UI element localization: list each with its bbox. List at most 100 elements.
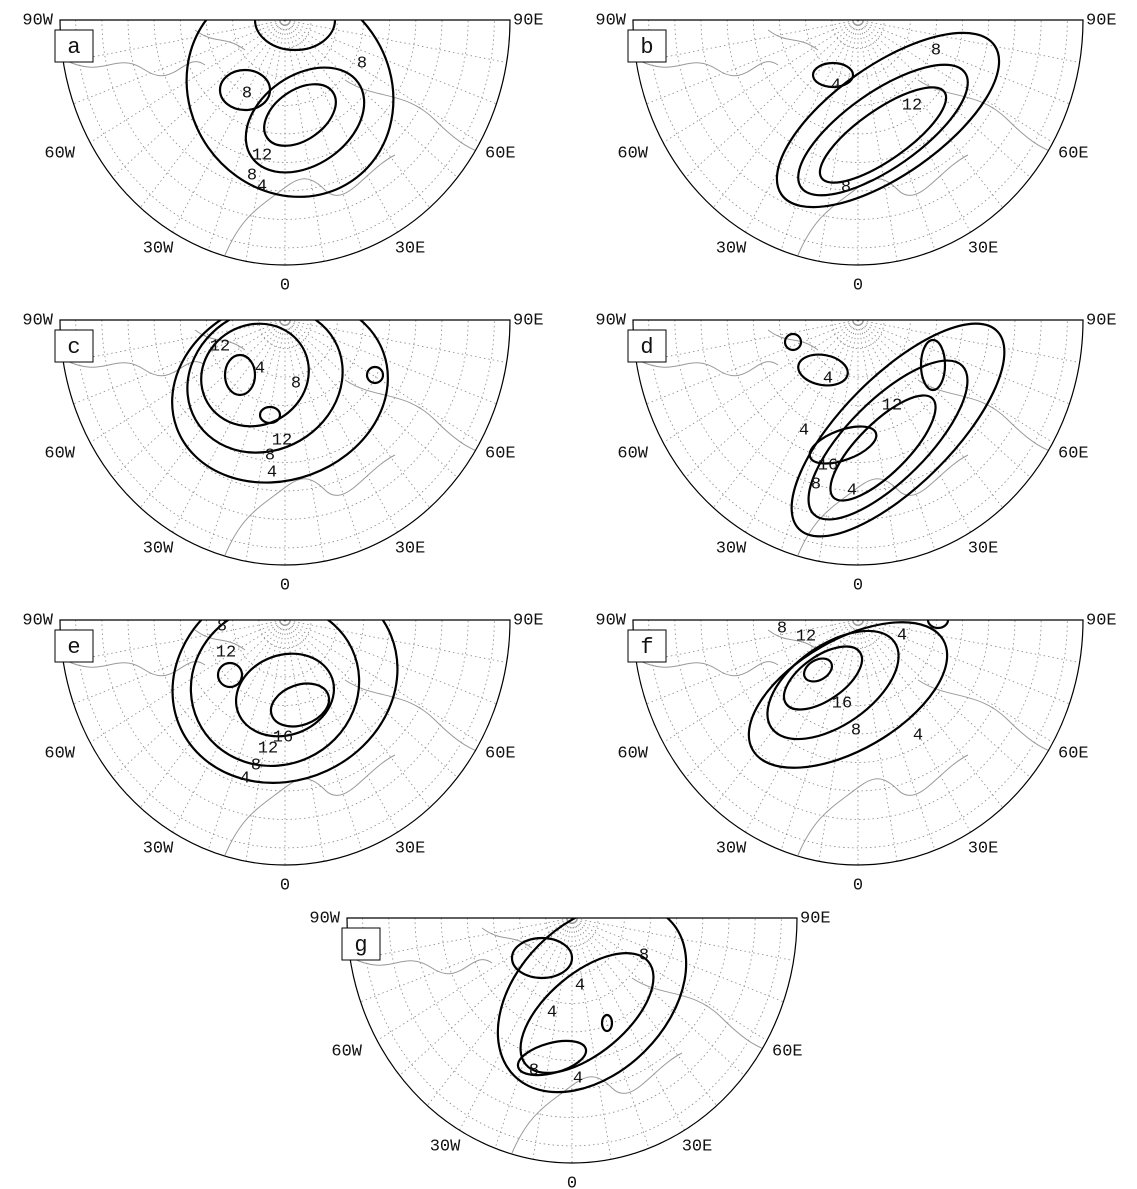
figure: 881284a90W90E60W60E30W30E048128b90W90E60… — [0, 0, 1137, 1189]
longitude-label: 60E — [485, 144, 516, 163]
meridian — [63, 320, 285, 363]
contour-line — [218, 663, 242, 687]
longitude-label: 90W — [22, 311, 53, 330]
meridian — [285, 320, 398, 532]
longitude-label: 0 — [853, 276, 863, 295]
meridian — [285, 320, 430, 508]
longitude-label: 90E — [1086, 611, 1117, 630]
meridian — [647, 620, 858, 704]
contour-label: 4 — [897, 626, 907, 645]
longitude-label: 30E — [395, 539, 426, 558]
longitude-label: 90W — [595, 311, 626, 330]
map-body — [63, 0, 506, 265]
longitude-label: 90E — [513, 311, 544, 330]
contour-label: 12 — [902, 96, 922, 115]
longitude-label: 60E — [485, 744, 516, 763]
longitude-label: 90E — [800, 909, 831, 928]
contour-line — [146, 268, 414, 512]
coastline — [638, 630, 1073, 855]
meridian — [285, 320, 457, 477]
meridian — [285, 20, 362, 250]
contour-label: 16 — [832, 694, 852, 713]
meridian — [572, 918, 649, 1148]
contour-label: 4 — [847, 481, 857, 500]
meridian — [858, 620, 1080, 663]
meridian — [858, 320, 935, 550]
longitude-label: 60W — [617, 744, 648, 763]
meridian — [858, 320, 1080, 363]
longitude-label: 30W — [143, 239, 174, 258]
meridian — [713, 320, 858, 508]
contour-label: 8 — [931, 41, 941, 60]
longitude-label: 60W — [617, 144, 648, 163]
map-panel: 881284a90W90E60W60E30W30E0 — [22, 0, 543, 295]
contour-label: 4 — [831, 76, 841, 95]
meridian — [285, 20, 398, 232]
longitude-label: 90E — [1086, 311, 1117, 330]
coastline — [65, 30, 500, 255]
panel-letter: c — [67, 335, 80, 360]
longitude-label: 30E — [395, 239, 426, 258]
contour-label: 8 — [851, 721, 861, 740]
longitude-label: 30E — [682, 1137, 713, 1156]
longitude-label: 60W — [617, 444, 648, 463]
contour-line — [260, 407, 280, 423]
meridian — [285, 620, 457, 777]
meridian — [686, 20, 858, 177]
contour-label: 4 — [913, 726, 923, 745]
meridian — [74, 20, 285, 104]
contour-label: 4 — [799, 421, 809, 440]
contour-label: 4 — [267, 463, 277, 482]
longitude-label: 90W — [595, 611, 626, 630]
longitude-label: 0 — [853, 576, 863, 595]
contour-label: 4 — [255, 359, 265, 378]
contour-line — [145, 0, 435, 237]
latitude-circle — [441, 918, 703, 1060]
meridian — [858, 20, 1030, 177]
contour-label: 8 — [247, 166, 257, 185]
map-panel: 81241684f90W90E60W60E30W30E0 — [595, 592, 1116, 895]
contour-line — [512, 938, 572, 978]
panel-letter: e — [67, 635, 80, 660]
contour-label: 4 — [257, 177, 267, 196]
longitude-label: 60W — [331, 1042, 362, 1061]
contour-line — [800, 654, 836, 686]
panel-letter: a — [67, 35, 80, 60]
meridian — [350, 918, 572, 961]
meridian — [647, 320, 858, 404]
meridian — [686, 320, 858, 477]
longitude-label: 30W — [430, 1137, 461, 1156]
meridian — [858, 20, 971, 232]
meridian — [285, 20, 457, 177]
contour-line — [255, 0, 335, 50]
longitude-label: 30W — [143, 839, 174, 858]
longitude-label: 0 — [280, 576, 290, 595]
longitude-label: 30E — [968, 839, 999, 858]
contour-label: 12 — [796, 627, 816, 646]
contour-line — [779, 42, 986, 219]
longitude-label: 0 — [567, 1174, 577, 1189]
meridian — [647, 20, 858, 104]
panel-letter: g — [354, 933, 367, 958]
longitude-label: 30E — [968, 539, 999, 558]
map-panel: 84484g90W90E60W60E30W30E0 — [309, 867, 830, 1189]
meridian — [858, 620, 935, 850]
meridian — [74, 620, 285, 704]
longitude-label: 60E — [1058, 744, 1089, 763]
contour-line — [367, 367, 383, 383]
longitude-label: 30E — [968, 239, 999, 258]
meridian — [285, 620, 430, 808]
map-body — [63, 268, 506, 565]
longitude-label: 60W — [44, 744, 75, 763]
meridian — [285, 320, 362, 550]
contour-line — [602, 1015, 612, 1031]
contour-label: 4 — [240, 769, 250, 788]
contour-label: 8 — [777, 619, 787, 638]
contour-label: 8 — [251, 756, 261, 775]
panel-letter: f — [640, 635, 653, 660]
longitude-label: 30W — [716, 839, 747, 858]
longitude-label: 90W — [595, 11, 626, 30]
